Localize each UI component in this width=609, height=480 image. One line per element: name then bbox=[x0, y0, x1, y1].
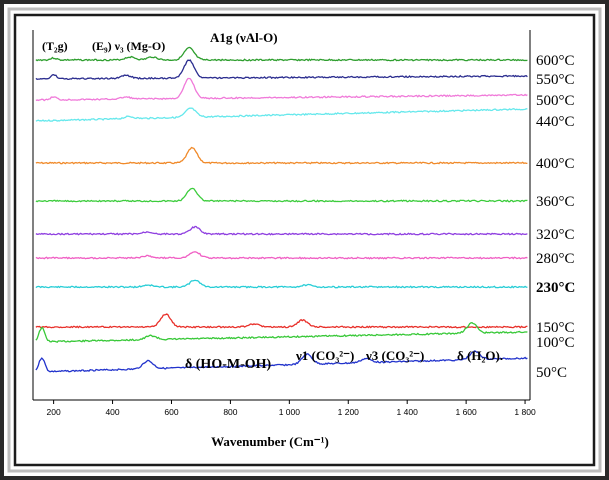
x-tick-labels: 200 400 600 800 1 000 1 200 1 400 1 600 1 800 bbox=[47, 400, 536, 417]
peak-annotation: A1g (νAl-O) bbox=[210, 30, 278, 45]
x-axis-label: Wavenumber (Cm⁻¹) bbox=[211, 434, 329, 449]
series-line-6 bbox=[35, 225, 528, 236]
series-lines bbox=[35, 46, 528, 373]
x-tick-label: 1 000 bbox=[279, 407, 301, 417]
inner-border bbox=[7, 7, 602, 473]
series-line-3 bbox=[35, 107, 528, 122]
series-label: 360°C bbox=[536, 194, 575, 210]
x-tick-label: 1 200 bbox=[338, 407, 360, 417]
series-line-4 bbox=[35, 146, 528, 165]
series-label: 230°C bbox=[536, 280, 575, 296]
series-line-0 bbox=[35, 46, 528, 62]
axes bbox=[32, 30, 531, 401]
series-label: 100°C bbox=[536, 335, 575, 351]
series-label: 280°C bbox=[536, 251, 575, 267]
series-line-7 bbox=[35, 251, 528, 260]
series-label: 440°C bbox=[536, 114, 575, 130]
peak-annotation: (T₂g) bbox=[42, 39, 68, 53]
x-tick-label: 600 bbox=[164, 407, 178, 417]
series-line-2 bbox=[35, 77, 528, 102]
annotations: (T₂g) (E₉) ν₃ (Mg-O) A1g (νAl-O) δ (HO-M-OH… bbox=[42, 30, 503, 372]
series-label: 50°C bbox=[536, 365, 567, 381]
peak-annotation: ν3 (CO₃²⁻) bbox=[365, 348, 424, 363]
series-labels: 600°C 550°C 500°C 440°C 400°C 360°C 320°C 280°C… bbox=[536, 53, 575, 381]
inner-frame bbox=[13, 13, 596, 467]
peak-annotation: (E₉) ν₃ (Mg-O) bbox=[92, 39, 165, 53]
x-tick-label: 1 800 bbox=[514, 407, 536, 417]
series-label: 150°C bbox=[536, 320, 575, 336]
x-tick-label: 200 bbox=[47, 407, 61, 417]
series-label: 400°C bbox=[536, 156, 575, 172]
peak-annotation: δ (H₂O). bbox=[457, 348, 503, 363]
series-label: 320°C bbox=[536, 227, 575, 243]
series-line-9 bbox=[35, 313, 528, 329]
series-line-5 bbox=[35, 187, 528, 203]
x-tick-label: 800 bbox=[223, 407, 237, 417]
series-line-8 bbox=[35, 279, 528, 289]
series-label: 500°C bbox=[536, 93, 575, 109]
series-line-10 bbox=[35, 322, 528, 343]
series-label: 600°C bbox=[536, 53, 575, 69]
series-label: 550°C bbox=[536, 72, 575, 88]
peak-annotation: ν1 (CO₃²⁻) bbox=[295, 348, 354, 363]
x-tick-label: 1 400 bbox=[397, 407, 419, 417]
series-line-1 bbox=[35, 59, 528, 81]
x-tick-label: 1 600 bbox=[455, 407, 477, 417]
x-tick-label: 400 bbox=[105, 407, 119, 417]
series-line-11 bbox=[35, 350, 528, 373]
peak-annotation: δ (HO-M-OH) bbox=[185, 357, 272, 372]
